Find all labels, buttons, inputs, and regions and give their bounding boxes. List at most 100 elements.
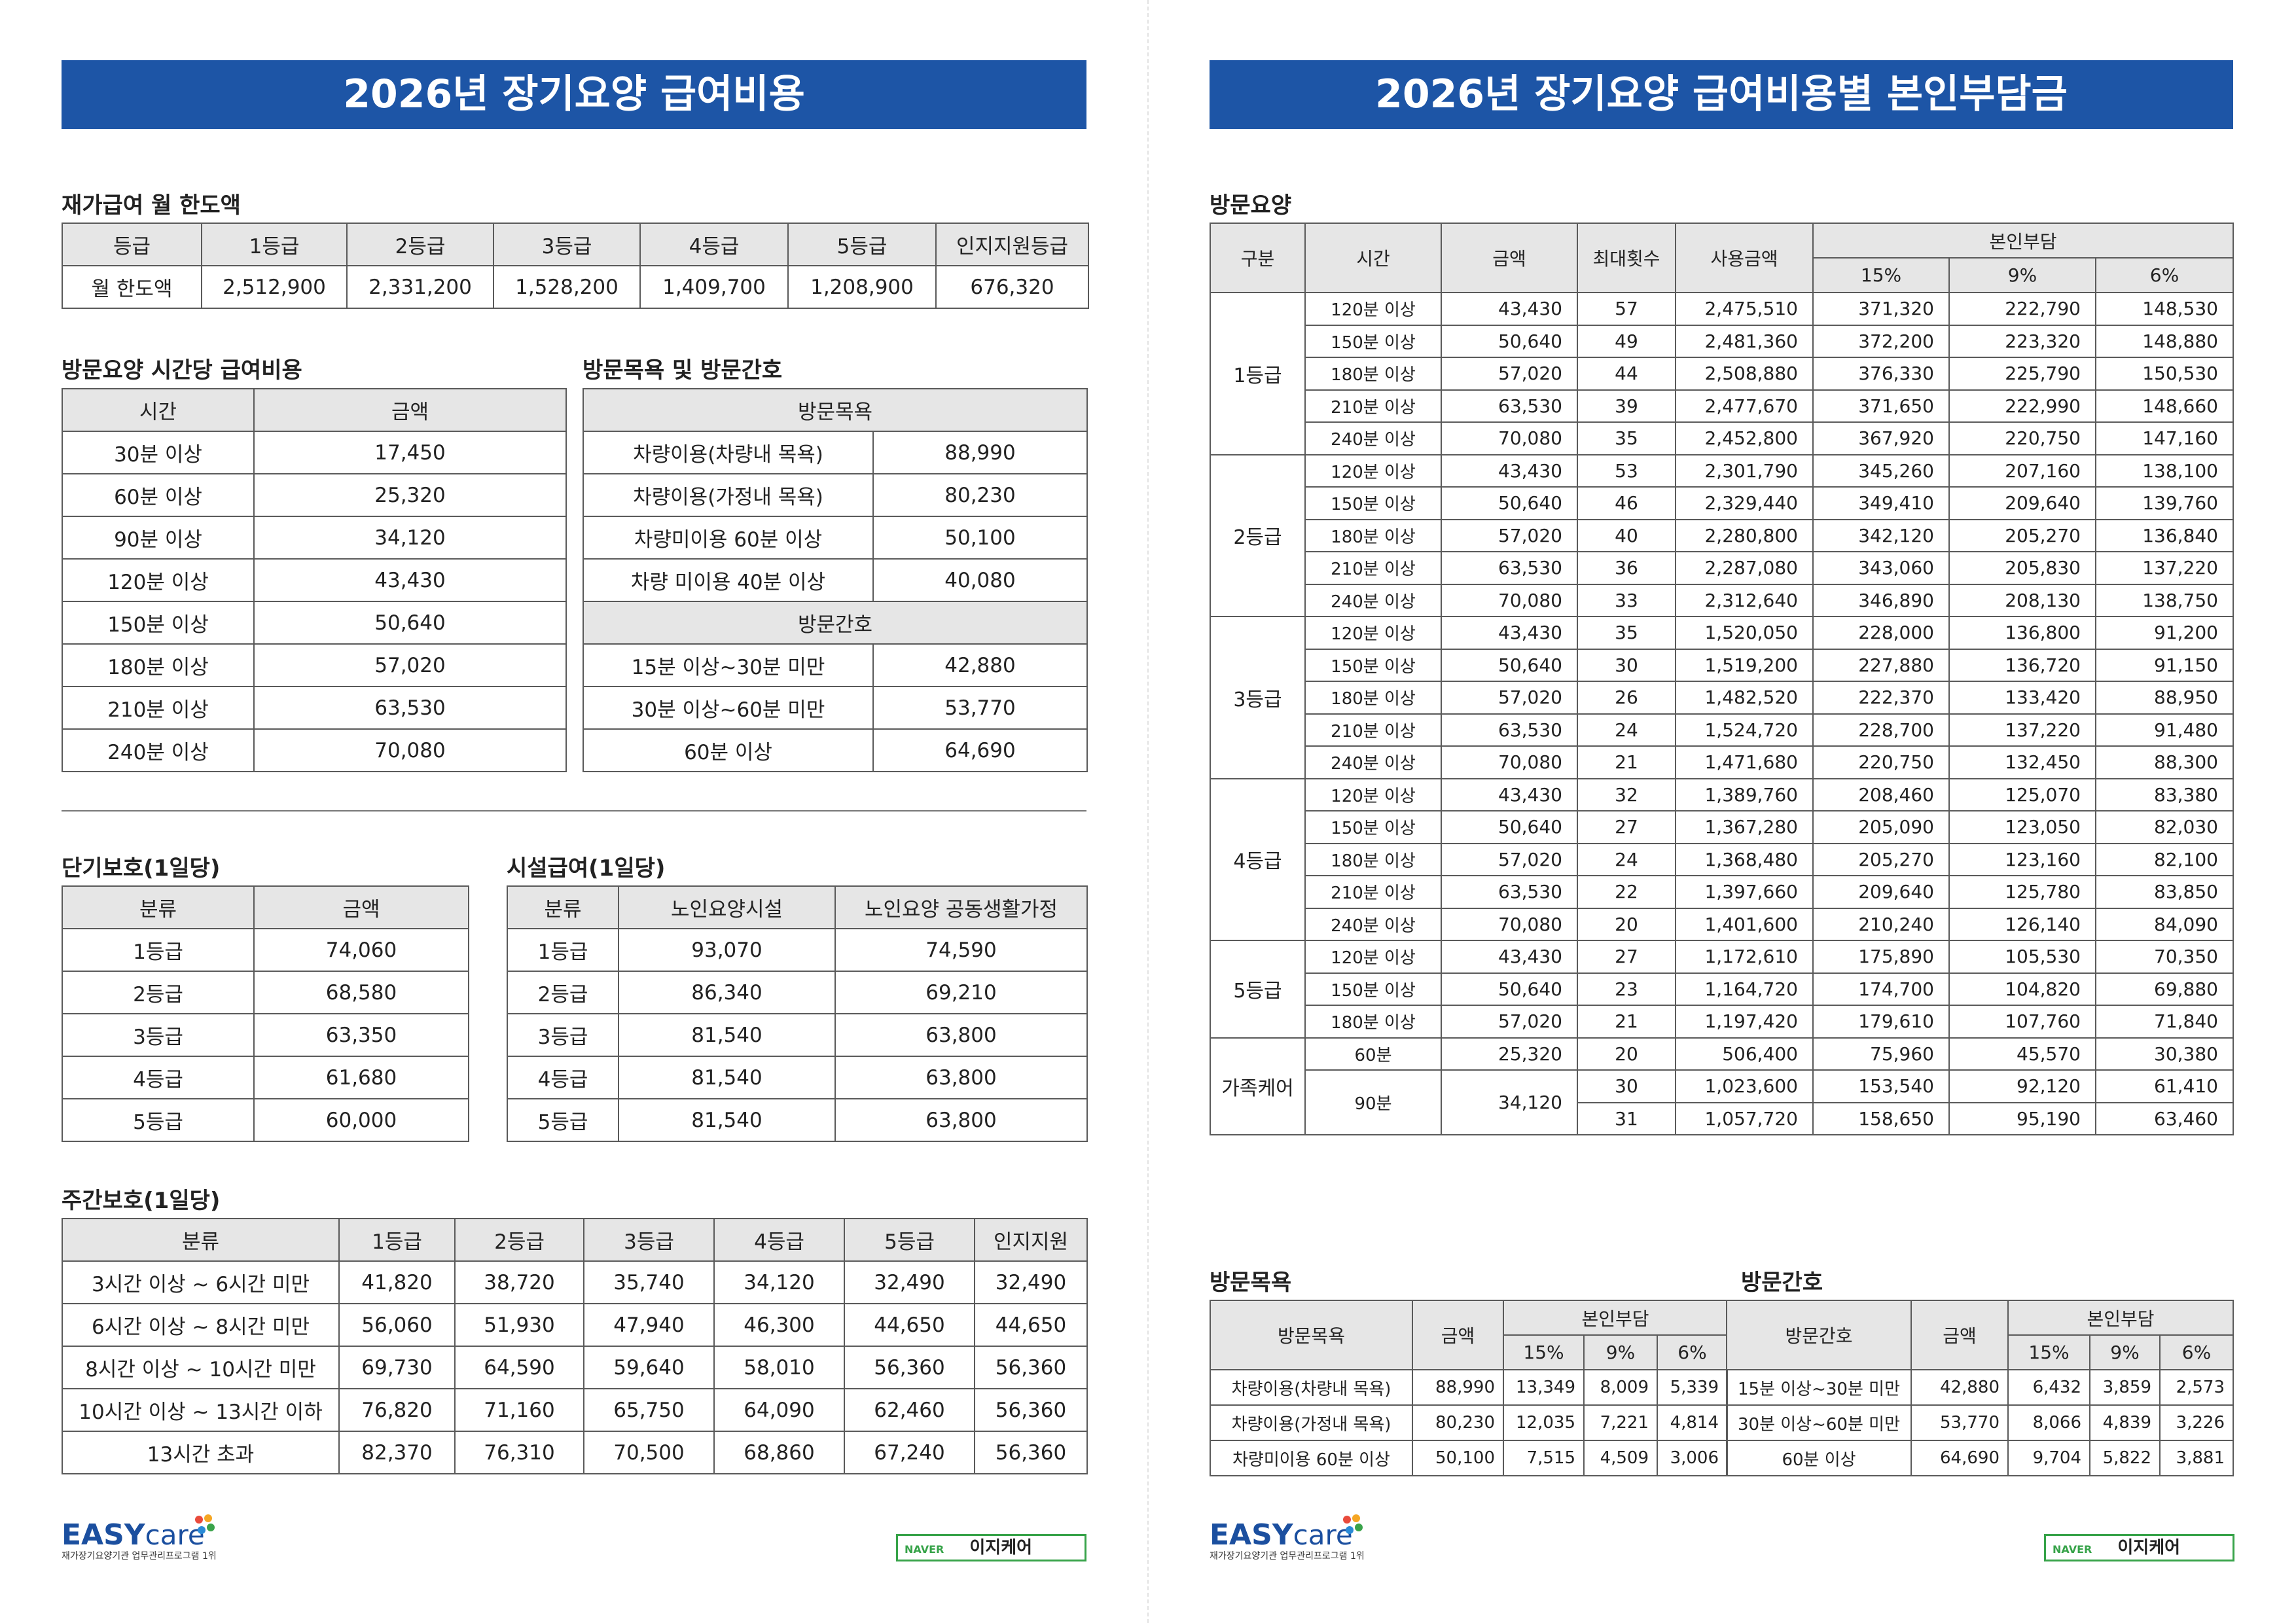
table-cell: 2,329,440 — [1675, 486, 1814, 520]
table-cell: 50,640 — [1441, 324, 1578, 358]
table-cell: 120분 이상 — [62, 558, 255, 602]
table-row: 1등급 93,070 74,590 — [507, 928, 1088, 972]
table-row: 120분 이상 43,430 — [62, 558, 567, 602]
table-cell: 88,300 — [2095, 745, 2234, 779]
table-cell: 222,370 — [1812, 681, 1950, 715]
table-cell: 23 — [1577, 972, 1676, 1006]
table-cell: 32,490 — [974, 1260, 1088, 1304]
table-cell: 205,090 — [1812, 810, 1950, 844]
table-cell: 43,430 — [1441, 454, 1578, 488]
header-cell: 방문간호 — [583, 601, 1088, 645]
table-cell: 24 — [1577, 842, 1676, 876]
table-cell: 1,471,680 — [1675, 745, 1814, 779]
table-cell: 49 — [1577, 324, 1676, 358]
table-cell: 3시간 이상 ~ 6시간 미만 — [62, 1260, 340, 1304]
table-cell: 367,920 — [1812, 421, 1950, 455]
search-box[interactable]: NAVER 이지케어 — [896, 1534, 1086, 1561]
table-cell: 45,570 — [1948, 1037, 2096, 1071]
table-cell: 84,090 — [2095, 907, 2234, 941]
table-cell: 150,530 — [2095, 357, 2234, 391]
table-cell: 209,640 — [1948, 486, 2096, 520]
table-cell: 64,690 — [872, 728, 1088, 772]
table-cell: 57,020 — [1441, 1005, 1578, 1039]
table-cell: 61,680 — [253, 1056, 469, 1099]
table-cell: 39 — [1577, 389, 1676, 423]
table-row: 210분 이상 63,530 39 2,477,670 371,650 222,990 14… — [1210, 389, 2234, 423]
table-cell: 56,060 — [338, 1303, 456, 1347]
header-cell: 2등급 — [454, 1218, 584, 1262]
table-cell: 1,520,050 — [1675, 616, 1814, 650]
table-cell: 42,880 — [872, 643, 1088, 687]
table-cell: 2,301,790 — [1675, 454, 1814, 488]
table-cell: 227,880 — [1812, 648, 1950, 682]
section-label: 방문목욕 — [1210, 1270, 1292, 1296]
table-cell: 4등급 — [62, 1056, 255, 1099]
header-cell: 1등급 — [201, 223, 348, 266]
header-cell: 방문목욕 — [583, 388, 1088, 432]
table-cell: 27 — [1577, 940, 1676, 974]
table-cell: 1,524,720 — [1675, 713, 1814, 747]
table-cell: 1,409,700 — [639, 265, 789, 309]
section-label: 시설급여(1일당) — [507, 855, 666, 882]
table-cell: 43,430 — [1441, 940, 1578, 974]
table-cell: 25,320 — [253, 473, 567, 517]
table-row: 1등급 120분 이상 43,430 57 2,475,510 371,320 222,79… — [1210, 292, 2234, 455]
facility-table: 분류 노인요양시설 노인요양 공동생활가정 1등급 93,070 74,590 2등급 86,… — [507, 885, 1088, 1142]
table-cell: 32,490 — [844, 1260, 975, 1304]
table-cell: 2,508,880 — [1675, 357, 1814, 391]
header-cell: 6% — [2095, 257, 2234, 293]
section-label: 방문목욕 및 방문간호 — [583, 357, 783, 383]
table-cell: 53,770 — [1910, 1404, 2009, 1441]
table-row: 차량미이용 60분 이상 50,100 7,515 4,509 3,006 — [1210, 1440, 1728, 1476]
table-cell: 20 — [1577, 907, 1676, 941]
table-cell: 2등급 — [62, 971, 255, 1014]
table-cell: 2,573 — [2159, 1369, 2234, 1406]
table-row: 15분 이상~30분 미만 42,880 6,432 3,859 2,573 — [1726, 1369, 2234, 1406]
search-box[interactable]: NAVER 이지케어 — [2044, 1534, 2234, 1561]
table-cell: 205,830 — [1948, 551, 2096, 585]
logo-icon — [195, 1514, 215, 1534]
table-row: 15% 9% 6% — [1210, 257, 2234, 293]
table-cell: 80,230 — [872, 473, 1088, 517]
table-cell: 70,080 — [1441, 583, 1578, 617]
table-cell: 43,430 — [1441, 616, 1578, 650]
table-cell: 371,320 — [1812, 292, 1950, 326]
table-row: 차량이용(가정내 목욕) 80,230 12,035 7,221 4,814 — [1210, 1404, 1728, 1441]
table-cell: 91,200 — [2095, 616, 2234, 650]
table-cell: 58,010 — [713, 1346, 845, 1389]
table-cell: 240분 이상 — [1304, 907, 1442, 941]
table-cell: 60분 이상 — [1726, 1440, 1912, 1476]
table-cell: 차량이용(가정내 목욕) — [583, 473, 874, 517]
table-row: 방문목욕 — [583, 388, 1088, 432]
table-cell: 86,340 — [618, 971, 836, 1014]
table-row: 구분 시간 금액 최대횟수 사용금액 본인부담 — [1210, 223, 2234, 293]
table-cell: 676,320 — [935, 265, 1089, 309]
table-row: 월 한도액 2,512,900 2,331,200 1,528,200 1,409,70… — [62, 265, 1089, 309]
header-cell: 본인부담 — [1503, 1300, 1728, 1336]
table-cell: 56,360 — [974, 1388, 1088, 1432]
header-cell: 등급 — [62, 223, 202, 266]
home-limit-table: 등급 1등급 2등급 3등급 4등급 5등급 인지지원등급 월 한도액 2,512,900 2,3… — [62, 223, 1089, 309]
header-cell: 4등급 — [713, 1218, 845, 1262]
table-cell: 15분 이상~30분 미만 — [1726, 1369, 1912, 1406]
table-cell: 30 — [1577, 648, 1676, 682]
table-cell: 1,164,720 — [1675, 972, 1814, 1006]
header-cell: 방문간호 — [1726, 1300, 1912, 1370]
table-row: 1등급 74,060 — [62, 928, 469, 972]
header-cell: 9% — [1583, 1334, 1658, 1370]
table-cell: 차량이용(차량내 목욕) — [1210, 1369, 1413, 1406]
table-row: 15% 9% 6% — [1210, 1334, 1728, 1370]
logo-brand: EASY — [1210, 1518, 1293, 1552]
table-cell: 70,080 — [1441, 745, 1578, 779]
logo-suffix: care — [1293, 1519, 1353, 1551]
table-row: 60분 이상 64,690 — [583, 728, 1088, 772]
table-cell: 50,100 — [872, 516, 1088, 560]
nursing-copay-table: 방문간호 금액 본인부담 15% 9% 6% 15분 이상~30분 미만 42,880 6,43… — [1726, 1300, 2234, 1476]
table-cell: 63,800 — [834, 1098, 1088, 1142]
table-cell: 223,320 — [1948, 324, 2096, 358]
section-label: 방문간호 — [1741, 1270, 1823, 1296]
header-cell: 1등급 — [338, 1218, 456, 1262]
table-cell: 220,750 — [1948, 421, 2096, 455]
table-cell: 60분 이상 — [62, 473, 255, 517]
table-cell: 30 — [1577, 1069, 1676, 1103]
